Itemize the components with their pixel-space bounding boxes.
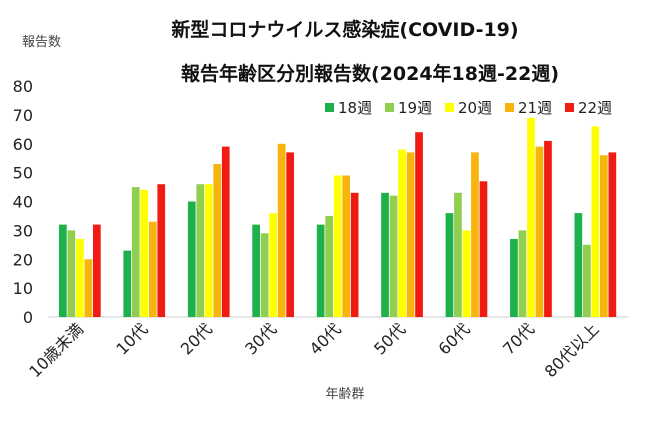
bar: [286, 152, 294, 317]
legend-swatch: [445, 103, 454, 112]
category-label: 60代: [435, 319, 474, 358]
bar: [342, 175, 350, 317]
bar: [252, 224, 260, 317]
bar: [381, 192, 389, 317]
bar: [123, 250, 132, 317]
y-tick-label: 10: [13, 279, 33, 298]
bar: [574, 213, 583, 317]
y-tick-label: 0: [23, 308, 33, 327]
category-label: 30代: [241, 319, 280, 358]
y-tick-label: 50: [13, 164, 33, 183]
legend-swatch: [505, 103, 514, 112]
bar: [148, 221, 157, 317]
category-label: 20代: [177, 319, 216, 358]
bar: [325, 215, 333, 317]
bar: [544, 140, 552, 317]
bar: [479, 181, 488, 317]
y-tick-label: 40: [13, 193, 33, 212]
bar: [389, 195, 398, 317]
category-label: 70代: [499, 319, 538, 358]
bar: [131, 187, 140, 317]
bar: [196, 184, 205, 317]
bar: [213, 164, 222, 317]
y-tick-label: 30: [13, 221, 33, 240]
bar: [583, 244, 591, 317]
bar: [462, 230, 471, 317]
category-label: 80代以上: [541, 319, 603, 381]
bar: [471, 152, 479, 317]
bar: [415, 132, 423, 317]
bar: [608, 152, 617, 317]
bar: [406, 152, 415, 317]
y-tick-label: 70: [13, 106, 33, 125]
bar: [333, 175, 342, 317]
bar: [59, 224, 67, 317]
bar: [454, 192, 462, 317]
legend-swatch: [385, 103, 394, 112]
category-label: 10代: [112, 319, 151, 358]
bar: [591, 126, 600, 318]
bar: [535, 146, 544, 317]
bar: [260, 233, 269, 317]
y-tick-label: 80: [13, 77, 33, 96]
chart-title: 新型コロナウイルス感染症(COVID-19): [171, 18, 518, 41]
category-label: 10歳未満: [25, 319, 87, 381]
bar: [510, 239, 518, 317]
bar: [221, 146, 230, 317]
bar: [269, 213, 277, 317]
bar: [350, 192, 359, 317]
y-axis-label: 報告数: [22, 35, 61, 50]
bar: [157, 184, 166, 317]
bar: [93, 224, 101, 317]
bar: [518, 230, 527, 317]
chart-subtitle: 報告年齢区分別報告数(2024年18週-22週): [181, 62, 559, 85]
bar: [84, 259, 93, 318]
bar: [277, 143, 286, 318]
bar: [527, 117, 535, 317]
x-axis-label: 年齢群: [325, 387, 364, 402]
bar: [67, 230, 76, 317]
legend-swatch: [325, 103, 334, 112]
legend-swatch: [565, 103, 574, 112]
bar: [398, 149, 406, 317]
bar: [600, 155, 608, 317]
legend-label: 22週: [578, 99, 612, 117]
bar: [204, 184, 213, 317]
bar: [140, 189, 149, 317]
legend-label: 21週: [518, 99, 552, 117]
bar: [187, 201, 196, 317]
legend-label: 19週: [398, 99, 432, 117]
legend-label: 18週: [338, 99, 372, 117]
category-label: 40代: [306, 319, 345, 358]
y-tick-label: 20: [13, 250, 33, 269]
y-tick-label: 60: [13, 135, 33, 154]
bar: [76, 239, 84, 317]
bar: [316, 224, 325, 317]
legend-label: 20週: [458, 99, 492, 117]
bar: [445, 213, 454, 317]
category-label: 50代: [370, 319, 409, 358]
